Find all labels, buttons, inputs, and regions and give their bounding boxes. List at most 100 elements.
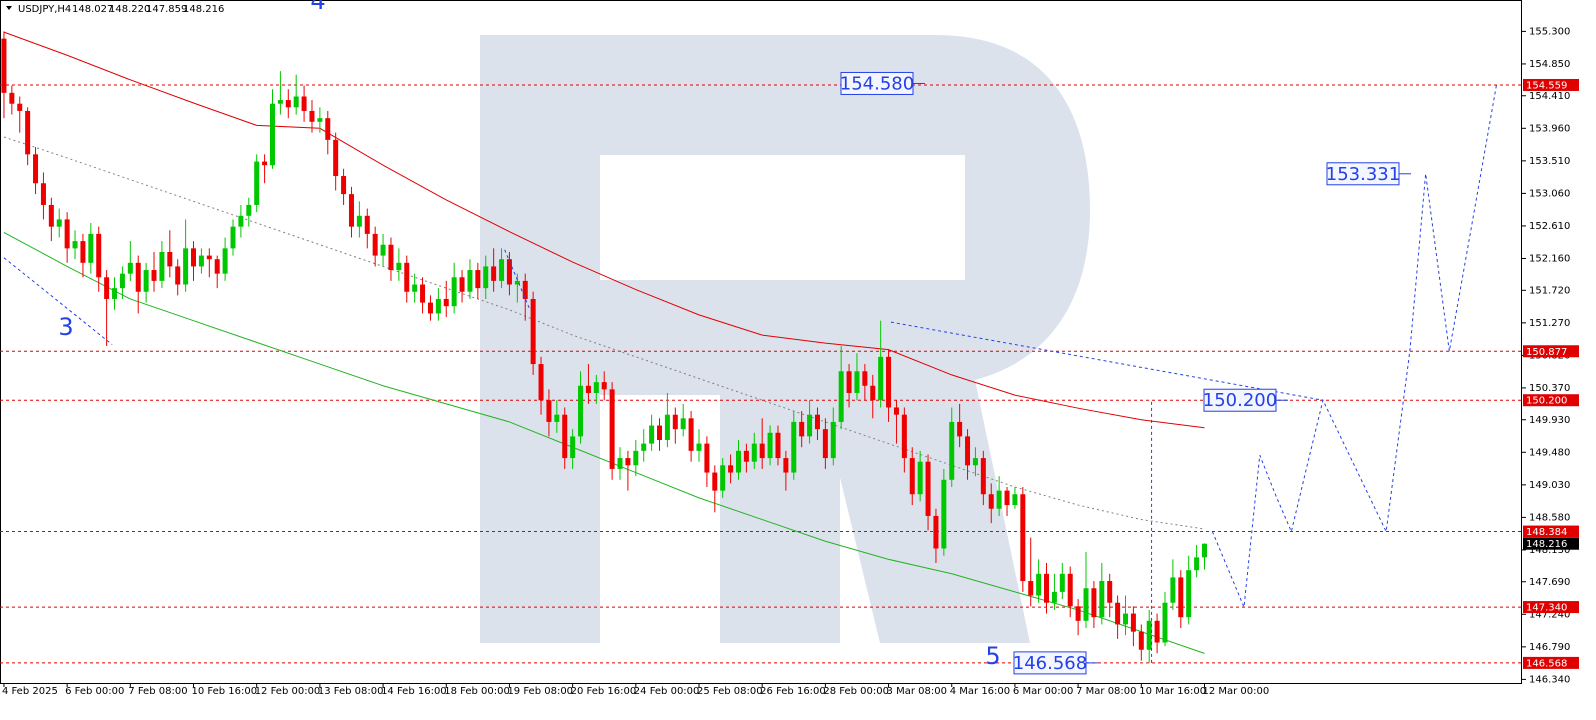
x-tick-label: 10 Mar 16:00 (1139, 686, 1206, 697)
candle-body (356, 215, 362, 227)
candle-body (1067, 573, 1073, 607)
level-tag-label: 148.384 (1526, 527, 1567, 538)
candle-body (546, 400, 552, 422)
candle-body (143, 270, 149, 292)
candle-body (1012, 494, 1018, 506)
x-tick-label: 12 Feb 00:00 (255, 686, 321, 697)
candle-body (151, 270, 157, 281)
candle-body (325, 118, 331, 140)
candle-body (554, 414, 560, 422)
x-tick-label: 7 Mar 08:00 (1076, 686, 1136, 697)
candle-body (341, 176, 347, 195)
plot-frame (0, 0, 1522, 684)
candle-body (427, 302, 433, 314)
x-tick-label: 4 Feb 2025 (2, 686, 58, 697)
candle-body (672, 414, 678, 430)
candle-body (491, 266, 497, 281)
candle-body (48, 204, 54, 227)
candle-body (88, 233, 94, 263)
level-tag-label: 150.877 (1526, 347, 1567, 358)
y-tick-label: 152.160 (1529, 253, 1570, 264)
candle-body (277, 100, 283, 104)
candle-body (704, 443, 710, 473)
annotation-label: 153.331 (1326, 164, 1400, 185)
candle-body (933, 515, 939, 549)
candle-body (467, 270, 473, 292)
candle-body (822, 429, 828, 459)
candle-body (396, 262, 402, 271)
x-tick-label: 3 Mar 08:00 (887, 686, 947, 697)
y-tick-label: 152.610 (1529, 221, 1570, 232)
candle-body (127, 262, 133, 274)
x-tick-label: 19 Feb 08:00 (507, 686, 573, 697)
candle-body (1020, 494, 1026, 582)
x-tick-label: 13 Feb 08:00 (318, 686, 384, 697)
candle-body (814, 414, 820, 430)
x-tick-label: 4 Mar 16:00 (950, 686, 1010, 697)
candle-body (230, 226, 236, 249)
symbol: USDJPY,H4 (18, 4, 71, 15)
y-tick-label: 154.850 (1529, 59, 1570, 70)
y-tick-label: 151.720 (1529, 285, 1570, 296)
candle-body (791, 421, 797, 473)
candle-body (1138, 631, 1144, 650)
watermark (480, 35, 1090, 643)
candle-body (293, 96, 299, 108)
y-tick-label: 150.370 (1529, 383, 1570, 394)
y-tick-label: 153.060 (1529, 188, 1570, 199)
candle-body (269, 103, 275, 166)
candle-body (56, 219, 62, 227)
moving-average (3, 231, 1205, 654)
candle-body (578, 385, 584, 437)
candle-body (388, 244, 394, 271)
level-tag-label: 154.559 (1526, 80, 1567, 91)
candle-body (980, 458, 986, 495)
candle-body (64, 219, 70, 249)
candle-body (562, 414, 568, 459)
candle-body (309, 110, 315, 122)
candle-body (901, 414, 907, 459)
candle-body (119, 273, 125, 289)
candle-body (167, 251, 173, 267)
candle-body (1186, 570, 1192, 618)
wave-label: 3 (58, 313, 73, 341)
y-tick-label: 155.300 (1529, 26, 1570, 37)
candle-body (443, 298, 449, 307)
wave-label: 5 (985, 642, 1000, 670)
candle-body (348, 194, 354, 227)
watermark-hole (600, 155, 965, 280)
candle-body (364, 215, 370, 234)
candle-body (459, 277, 465, 292)
candle-body (191, 248, 197, 267)
candle-body (506, 259, 512, 285)
x-tick-label: 20 Feb 16:00 (571, 686, 637, 697)
candle-body (799, 421, 805, 437)
level-tag (1523, 345, 1579, 358)
candle-body (451, 277, 457, 307)
candle-body (1036, 573, 1042, 596)
candle-body (972, 458, 978, 466)
candle-body (720, 465, 726, 491)
x-tick-label: 24 Feb 00:00 (634, 686, 700, 697)
candle-body (1044, 573, 1050, 603)
candle-body (862, 371, 868, 386)
candle-body (262, 161, 268, 166)
x-tick-label: 6 Feb 00:00 (65, 686, 124, 697)
candle-body (372, 233, 378, 256)
candle-body (25, 110, 31, 155)
candle-body (1075, 606, 1081, 621)
candle-body (435, 298, 441, 314)
y-tick-label: 149.930 (1529, 415, 1570, 426)
candle-body (1154, 620, 1160, 643)
candle-body (198, 255, 204, 267)
candle-body (680, 418, 686, 430)
candle-body (1091, 588, 1097, 618)
candle-body (175, 266, 181, 285)
candle-body (206, 255, 212, 260)
candle-body (949, 421, 955, 480)
candle-body (9, 92, 15, 104)
candle-body (301, 96, 307, 111)
header-close: 148.216 (183, 4, 224, 15)
candle-body (246, 204, 252, 216)
annotation-box (1013, 651, 1087, 675)
